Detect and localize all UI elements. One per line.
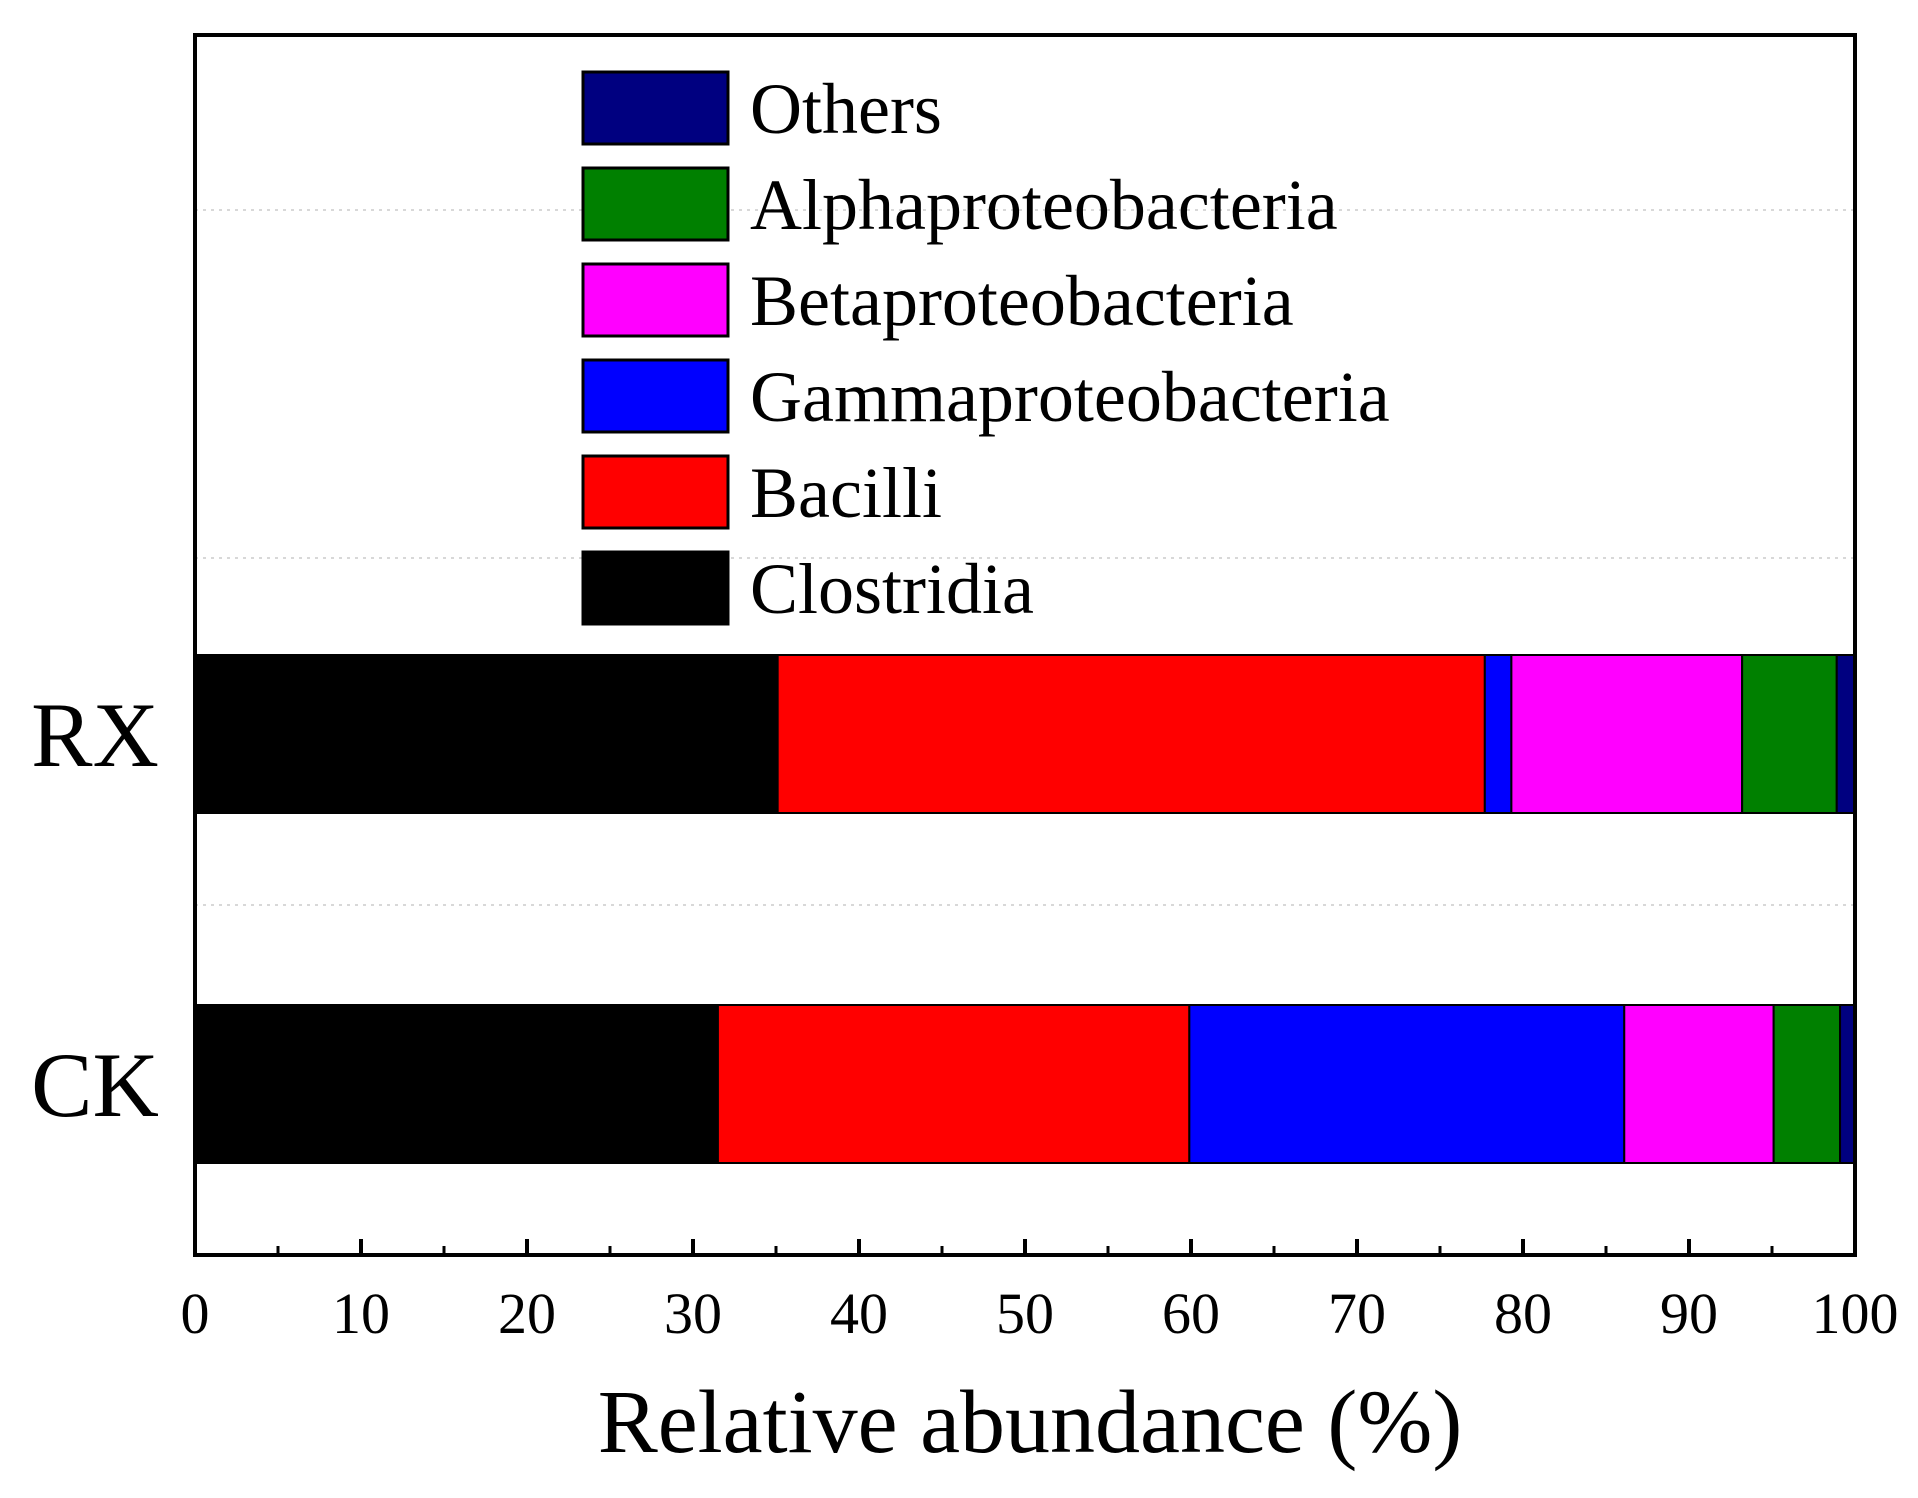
- legend-label-clostridia: Clostridia: [750, 549, 1034, 629]
- bar-segment-ck-clostridia: [194, 1004, 719, 1164]
- legend-swatch-clostridia: [581, 550, 730, 626]
- bar-segment-ck-gammaproteobacteria: [1188, 1004, 1626, 1164]
- x-tick-label: 0: [181, 1281, 210, 1346]
- x-tick-label: 30: [664, 1281, 722, 1346]
- legend: Others Alphaproteobacteria Betaproteobacte…: [581, 69, 1390, 629]
- legend-swatch-gammaproteobacteria: [581, 358, 730, 434]
- x-tick-label: 20: [498, 1281, 556, 1346]
- bar-segment-rx-betaproteobacteria: [1510, 654, 1744, 814]
- x-tick-label: 60: [1162, 1281, 1220, 1346]
- bar-segment-ck-betaproteobacteria: [1623, 1004, 1775, 1164]
- bar-segment-ck-alphaproteobacteria: [1772, 1004, 1842, 1164]
- bar-segment-rx-others: [1835, 654, 1856, 814]
- x-tick-label: 90: [1660, 1281, 1718, 1346]
- bar-segment-rx-alphaproteobacteria: [1741, 654, 1838, 814]
- y-axis-category-labels: RX CK: [31, 684, 159, 1136]
- x-axis: 0 10 20 30 40 50 60 70 80 90 100: [181, 1239, 1899, 1346]
- category-label-ck: CK: [31, 1034, 159, 1136]
- legend-label-alphaproteobacteria: Alphaproteobacteria: [750, 165, 1338, 245]
- bar-segment-ck-others: [1839, 1004, 1857, 1164]
- bar-segment-ck-bacilli: [716, 1004, 1191, 1164]
- x-tick-label: 10: [332, 1281, 390, 1346]
- category-label-rx: RX: [31, 684, 159, 786]
- legend-label-gammaproteobacteria: Gammaproteobacteria: [750, 357, 1390, 437]
- x-tick-label: 80: [1494, 1281, 1552, 1346]
- bar-segment-rx-gammaproteobacteria: [1483, 654, 1513, 814]
- legend-swatch-bacilli: [581, 454, 730, 530]
- legend-swatch-betaproteobacteria: [581, 262, 730, 338]
- legend-label-others: Others: [750, 69, 942, 149]
- bar-segment-rx-clostridia: [194, 654, 779, 814]
- x-axis-title: Relative abundance (%): [598, 1373, 1463, 1472]
- legend-swatch-alphaproteobacteria: [581, 166, 730, 242]
- bar-segment-rx-bacilli: [776, 654, 1486, 814]
- x-tick-label: 50: [996, 1281, 1054, 1346]
- x-tick-label: 40: [830, 1281, 888, 1346]
- bars-layer: [194, 654, 1857, 1164]
- legend-label-betaproteobacteria: Betaproteobacteria: [750, 261, 1294, 341]
- x-tick-label: 100: [1812, 1281, 1899, 1346]
- legend-swatch-others: [581, 70, 730, 146]
- legend-label-bacilli: Bacilli: [750, 453, 942, 533]
- x-tick-label: 70: [1328, 1281, 1386, 1346]
